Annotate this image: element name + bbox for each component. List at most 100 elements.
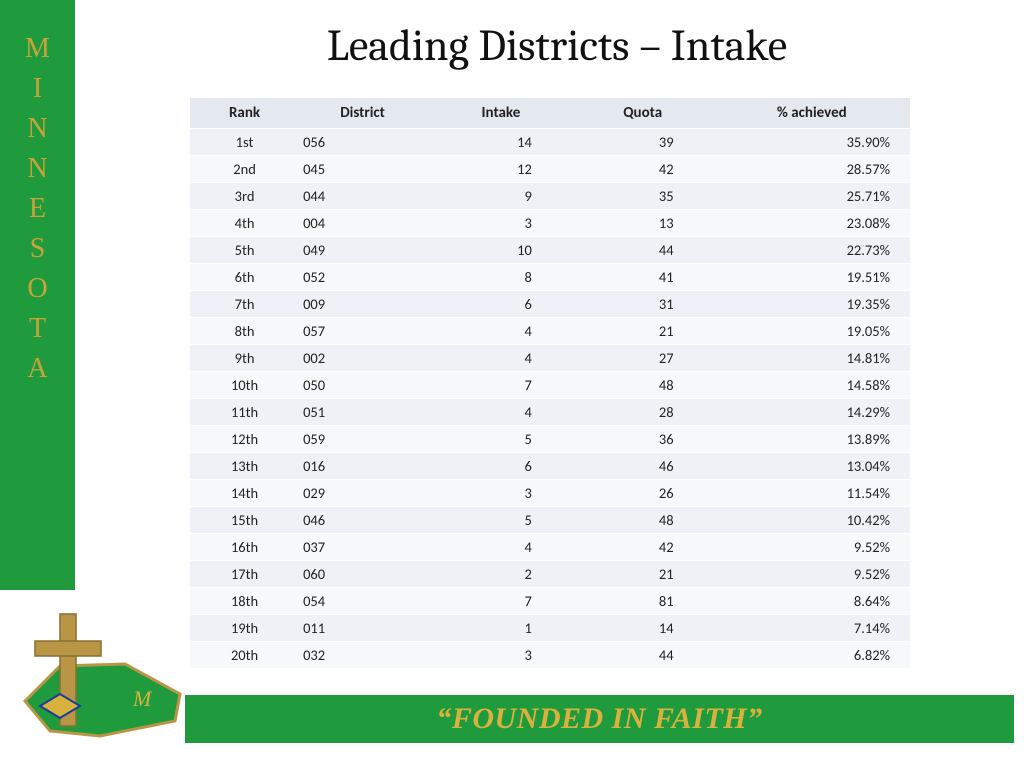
cell-intake: 8 — [430, 264, 572, 291]
table-row: 12th05953613.89% — [190, 426, 910, 453]
page-title: Leading Districts – Intake — [110, 20, 1004, 71]
sidebar-letter: M — [25, 35, 50, 63]
cell-rank: 15th — [190, 507, 299, 534]
sidebar-minnesota: MINNESOTA — [0, 0, 75, 590]
cell-rank: 7th — [190, 291, 299, 318]
cell-rank: 6th — [190, 264, 299, 291]
cell-intake: 4 — [430, 318, 572, 345]
cell-pct: 8.64% — [714, 588, 910, 615]
cell-intake: 4 — [430, 345, 572, 372]
cell-intake: 1 — [430, 615, 572, 642]
districts-table: Rank District Intake Quota % achieved 1s… — [190, 98, 910, 669]
table-row: 20th0323446.82% — [190, 642, 910, 669]
state-logo-icon: M — [5, 606, 190, 756]
cell-rank: 13th — [190, 453, 299, 480]
cell-pct: 6.82% — [714, 642, 910, 669]
table-row: 1st056143935.90% — [190, 129, 910, 156]
cell-quota: 28 — [572, 399, 714, 426]
cell-pct: 14.29% — [714, 399, 910, 426]
cell-pct: 19.35% — [714, 291, 910, 318]
cell-intake: 7 — [430, 372, 572, 399]
cell-rank: 9th — [190, 345, 299, 372]
cell-pct: 28.57% — [714, 156, 910, 183]
cell-pct: 35.90% — [714, 129, 910, 156]
cell-district: 050 — [299, 372, 430, 399]
cell-pct: 9.52% — [714, 561, 910, 588]
cell-intake: 2 — [430, 561, 572, 588]
table-row: 3rd04493525.71% — [190, 183, 910, 210]
cell-district: 056 — [299, 129, 430, 156]
svg-text:M: M — [132, 686, 153, 711]
table-row: 19th0111147.14% — [190, 615, 910, 642]
cell-district: 016 — [299, 453, 430, 480]
table-row: 17th0602219.52% — [190, 561, 910, 588]
districts-table-wrap: Rank District Intake Quota % achieved 1s… — [190, 98, 910, 669]
cell-intake: 7 — [430, 588, 572, 615]
cell-intake: 4 — [430, 534, 572, 561]
cell-quota: 46 — [572, 453, 714, 480]
col-header-pct: % achieved — [714, 98, 910, 129]
table-row: 16th0374429.52% — [190, 534, 910, 561]
table-row: 2nd045124228.57% — [190, 156, 910, 183]
cell-rank: 11th — [190, 399, 299, 426]
col-header-district: District — [299, 98, 430, 129]
cell-quota: 42 — [572, 534, 714, 561]
cell-quota: 31 — [572, 291, 714, 318]
cell-quota: 26 — [572, 480, 714, 507]
cell-pct: 14.81% — [714, 345, 910, 372]
cell-pct: 9.52% — [714, 534, 910, 561]
sidebar-letter: S — [30, 235, 46, 263]
cell-district: 054 — [299, 588, 430, 615]
table-row: 5th049104422.73% — [190, 237, 910, 264]
cell-rank: 16th — [190, 534, 299, 561]
cell-district: 032 — [299, 642, 430, 669]
table-row: 15th04654810.42% — [190, 507, 910, 534]
cell-quota: 44 — [572, 642, 714, 669]
cell-intake: 10 — [430, 237, 572, 264]
cell-intake: 3 — [430, 210, 572, 237]
cell-rank: 4th — [190, 210, 299, 237]
sidebar-letter: T — [29, 315, 46, 343]
cell-quota: 13 — [572, 210, 714, 237]
sidebar-letter: I — [33, 75, 42, 103]
cell-district: 046 — [299, 507, 430, 534]
cell-quota: 41 — [572, 264, 714, 291]
cell-district: 052 — [299, 264, 430, 291]
cell-pct: 25.71% — [714, 183, 910, 210]
cell-rank: 2nd — [190, 156, 299, 183]
cell-district: 004 — [299, 210, 430, 237]
sidebar-letter: A — [27, 355, 47, 383]
cell-rank: 19th — [190, 615, 299, 642]
cell-district: 037 — [299, 534, 430, 561]
cell-district: 009 — [299, 291, 430, 318]
cell-quota: 48 — [572, 372, 714, 399]
sidebar-letter: O — [27, 275, 47, 303]
cell-quota: 21 — [572, 561, 714, 588]
cell-pct: 13.04% — [714, 453, 910, 480]
cell-pct: 10.42% — [714, 507, 910, 534]
cell-district: 060 — [299, 561, 430, 588]
cell-pct: 19.51% — [714, 264, 910, 291]
table-row: 4th00431323.08% — [190, 210, 910, 237]
cell-rank: 12th — [190, 426, 299, 453]
cell-rank: 5th — [190, 237, 299, 264]
cell-rank: 10th — [190, 372, 299, 399]
cell-intake: 14 — [430, 129, 572, 156]
sidebar-letter: N — [27, 115, 47, 143]
cell-district: 044 — [299, 183, 430, 210]
cell-district: 051 — [299, 399, 430, 426]
cell-quota: 44 — [572, 237, 714, 264]
table-header-row: Rank District Intake Quota % achieved — [190, 98, 910, 129]
table-row: 11th05142814.29% — [190, 399, 910, 426]
cell-quota: 14 — [572, 615, 714, 642]
cell-pct: 7.14% — [714, 615, 910, 642]
cell-pct: 22.73% — [714, 237, 910, 264]
cell-quota: 35 — [572, 183, 714, 210]
cell-intake: 5 — [430, 507, 572, 534]
cell-quota: 81 — [572, 588, 714, 615]
cell-pct: 23.08% — [714, 210, 910, 237]
cell-quota: 48 — [572, 507, 714, 534]
col-header-rank: Rank — [190, 98, 299, 129]
table-row: 8th05742119.05% — [190, 318, 910, 345]
cell-rank: 20th — [190, 642, 299, 669]
